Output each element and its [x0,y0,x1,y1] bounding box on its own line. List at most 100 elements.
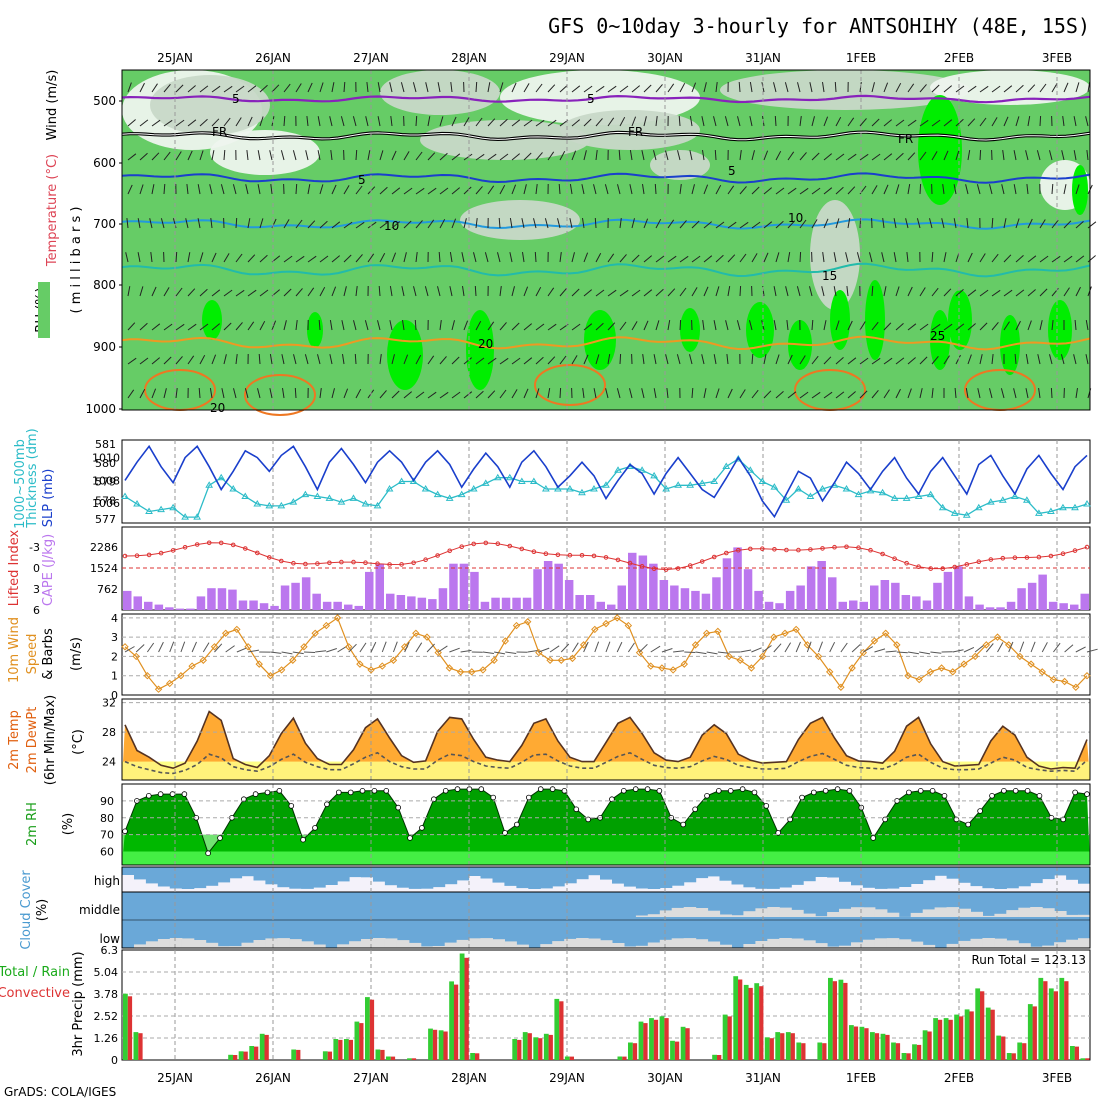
cape-bar [501,597,511,610]
cloud-high-bar [289,867,302,889]
wind-barb [678,115,681,127]
cloud-high-bar [898,867,912,887]
precip-total-bar [733,976,739,1060]
wind-barb [811,355,819,365]
cloud-high-bar [647,867,661,889]
thickness-point [181,513,190,520]
wind-barb [379,390,387,399]
cloud-high-bar [779,867,792,888]
wind-barb [847,391,856,399]
cloud-high-bar [695,867,709,879]
wind-barb [1050,387,1053,399]
wind10-point [456,668,465,676]
wind10-point [579,641,588,649]
precip-total-bar [522,1032,528,1060]
wind-barb [619,218,622,229]
thickness-point [169,503,177,511]
wind-barb [883,119,893,127]
rh2m-unit: (%) [61,813,76,836]
wind10-barb [359,642,367,653]
wind-barb [595,289,605,297]
isotherm-15 [121,262,1091,278]
cloud-low-gap [839,945,852,948]
cloud-high-bar [910,867,924,884]
wind10-barb [247,649,259,653]
rh2m-tick: 90 [100,795,114,808]
precip-total-bar [1048,988,1054,1060]
wind-barb [859,321,866,331]
precip-total-bar [238,1051,244,1060]
cloud-mid-gap [755,908,768,917]
wind10-point [434,648,442,657]
cloud-low-gap [695,939,709,948]
wind-barb [367,150,371,161]
rh2m-point [395,804,402,811]
wind-barb [523,388,529,399]
wind-barb [835,153,845,161]
precip-total-bar [322,1051,328,1060]
wind-barb [919,119,929,127]
rh2m-point [739,786,746,792]
wind10-barb [1008,641,1014,653]
wind-barb [450,82,453,93]
wind-barb [198,387,201,399]
precip-total-bar [344,1039,349,1060]
cloud-low-gap [134,944,147,948]
cape-bar [1006,601,1016,610]
wind10-barb [985,643,994,653]
wind10-point [557,656,565,664]
wind-barb [643,84,652,93]
wind-barb [330,150,333,161]
wind-barb [703,184,709,195]
date-label-bottom: 2FEB [944,1071,974,1085]
wind10-barb [572,642,579,653]
cape-bar [712,577,721,610]
wind-barb [451,320,455,331]
cloud-low-gap [265,938,278,948]
wind-barb [977,388,981,399]
precip-convective-bar [622,1056,627,1060]
wind10-point [400,643,409,651]
contour-label: 25 [930,329,945,343]
wind-barb [931,388,934,399]
wind-barb [883,286,887,297]
wind10-point [1038,668,1046,676]
wind-barb [811,152,820,161]
rh2m-point [822,787,829,794]
wind10-point [1083,672,1091,680]
cloud-low-gap [349,941,362,948]
freezing-level-line-inner [121,131,1091,141]
wind-barb [679,287,687,297]
thickness-point [457,490,466,498]
wind-barb [703,82,707,93]
wind-barb [511,119,521,127]
wind-barb [846,286,849,297]
wind-barb [307,82,313,93]
precip-total-bar [333,1039,339,1060]
precip-tick: 2.52 [94,1010,119,1023]
cape-bar [975,604,984,610]
precip-convective-bar [327,1051,332,1060]
wind-barb [1063,220,1072,229]
precip-convective-bar [432,1029,438,1060]
cloud-high-bar [970,867,983,887]
wind-barb [979,117,987,127]
wind10-point [635,648,644,657]
wind-barb [931,84,940,93]
wind10-barb [124,646,135,653]
cloud-level-label: low [100,932,121,946]
temp2m-label: 2m Temp [7,710,22,770]
wind-barb [319,220,328,229]
wind-barb [835,391,845,399]
li-line [124,542,1088,571]
dewpt-label: 2m DewPt [25,707,40,774]
precip-total-bar [985,1007,991,1060]
wind-barb [223,289,233,297]
upper-wind-label: Wind (m/s) [45,70,60,141]
wind-barb [557,218,561,229]
wind-barb [127,286,131,297]
wind-barb [247,289,257,297]
rh2m-point [870,835,876,841]
wind-barb [883,389,890,399]
cape-bar [754,590,763,610]
